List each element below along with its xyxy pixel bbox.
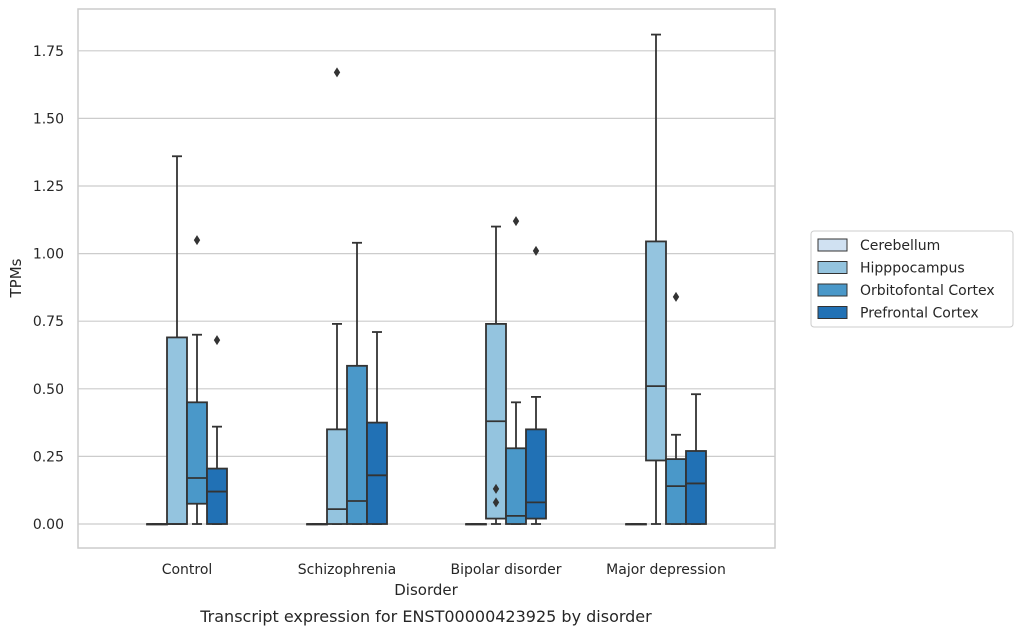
legend: Cerebellum Hipppocampus Orbitofontal Corte…: [810, 230, 1014, 328]
box-body: [366, 421, 388, 525]
legend-label: Orbitofontal Cortex: [860, 283, 995, 299]
box-orbitofontal-cortex: [186, 235, 208, 525]
y-tick-label: 0.75: [33, 314, 64, 330]
outlier-point: [512, 216, 520, 227]
box-prefrontal-cortex: [685, 393, 707, 525]
outlier-point: [492, 497, 500, 508]
legend-swatch: [817, 261, 848, 274]
box-prefrontal-cortex: [206, 335, 228, 525]
y-tick-label: 1.00: [33, 247, 64, 263]
outlier-point: [492, 483, 500, 494]
box-cerebellum: [465, 523, 487, 526]
chart-caption: Transcript expression for ENST0000042392…: [199, 607, 652, 626]
legend-swatch: [817, 306, 848, 319]
y-axis-ticks: 0.00 0.25 0.50 0.75 1.00 1.25 1.50 1.75: [33, 44, 64, 533]
box-orbitofontal-cortex: [505, 216, 527, 525]
box-body: [665, 458, 687, 525]
box-cerebellum: [625, 523, 647, 526]
box-body: [186, 401, 208, 505]
y-axis-title: TPMs: [7, 258, 25, 298]
y-tick-label: 0.00: [33, 517, 64, 533]
outlier-point: [213, 335, 221, 346]
box-hipppocampus: [645, 33, 667, 525]
legend-swatch: [817, 283, 848, 297]
box-cerebellum: [146, 523, 168, 526]
y-tick-label: 0.50: [33, 382, 64, 398]
box-hipppocampus: [485, 225, 507, 525]
y-tick-label: 1.25: [33, 179, 64, 195]
box-body: [525, 428, 547, 520]
legend-swatch: [817, 238, 848, 252]
x-tick-label: Major depression: [606, 562, 726, 578]
x-tick-label: Control: [162, 562, 213, 578]
legend-label: Cerebellum: [860, 238, 940, 254]
legend-label: Prefrontal Cortex: [860, 306, 979, 322]
outlier-point: [672, 291, 680, 302]
y-tick-label: 0.25: [33, 449, 64, 465]
legend-label: Hipppocampus: [860, 261, 965, 277]
box-body: [166, 336, 188, 525]
x-axis-ticks: Control Schizophrenia Bipolar disorder Majo…: [162, 562, 726, 578]
box-cerebellum: [306, 523, 328, 526]
legend-frame: [810, 230, 1014, 328]
box-body: [505, 447, 527, 525]
outlier-point: [193, 235, 201, 246]
y-tick-label: 1.75: [33, 44, 64, 60]
outlier-point: [532, 245, 540, 256]
box-body: [645, 240, 667, 462]
outlier-point: [333, 67, 341, 78]
y-tick-label: 1.50: [33, 111, 64, 127]
boxes: [146, 33, 707, 526]
box-body: [685, 450, 707, 525]
box-body: [206, 467, 228, 525]
box-prefrontal-cortex: [366, 331, 388, 525]
box-orbitofontal-cortex: [665, 291, 687, 525]
box-prefrontal-cortex: [525, 245, 547, 525]
x-tick-label: Bipolar disorder: [450, 562, 561, 578]
x-axis-title: Disorder: [394, 581, 458, 599]
x-tick-label: Schizophrenia: [298, 562, 396, 578]
